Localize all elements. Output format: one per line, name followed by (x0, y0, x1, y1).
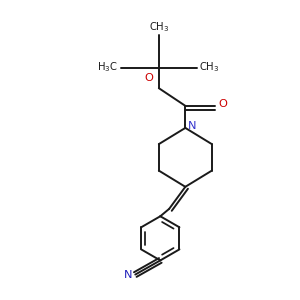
Text: CH$_3$: CH$_3$ (200, 61, 220, 74)
Text: O: O (145, 73, 154, 83)
Text: N: N (188, 122, 197, 131)
Text: CH$_3$: CH$_3$ (148, 20, 169, 34)
Text: O: O (218, 99, 227, 109)
Text: H$_3$C: H$_3$C (98, 61, 118, 74)
Text: N: N (124, 269, 132, 280)
